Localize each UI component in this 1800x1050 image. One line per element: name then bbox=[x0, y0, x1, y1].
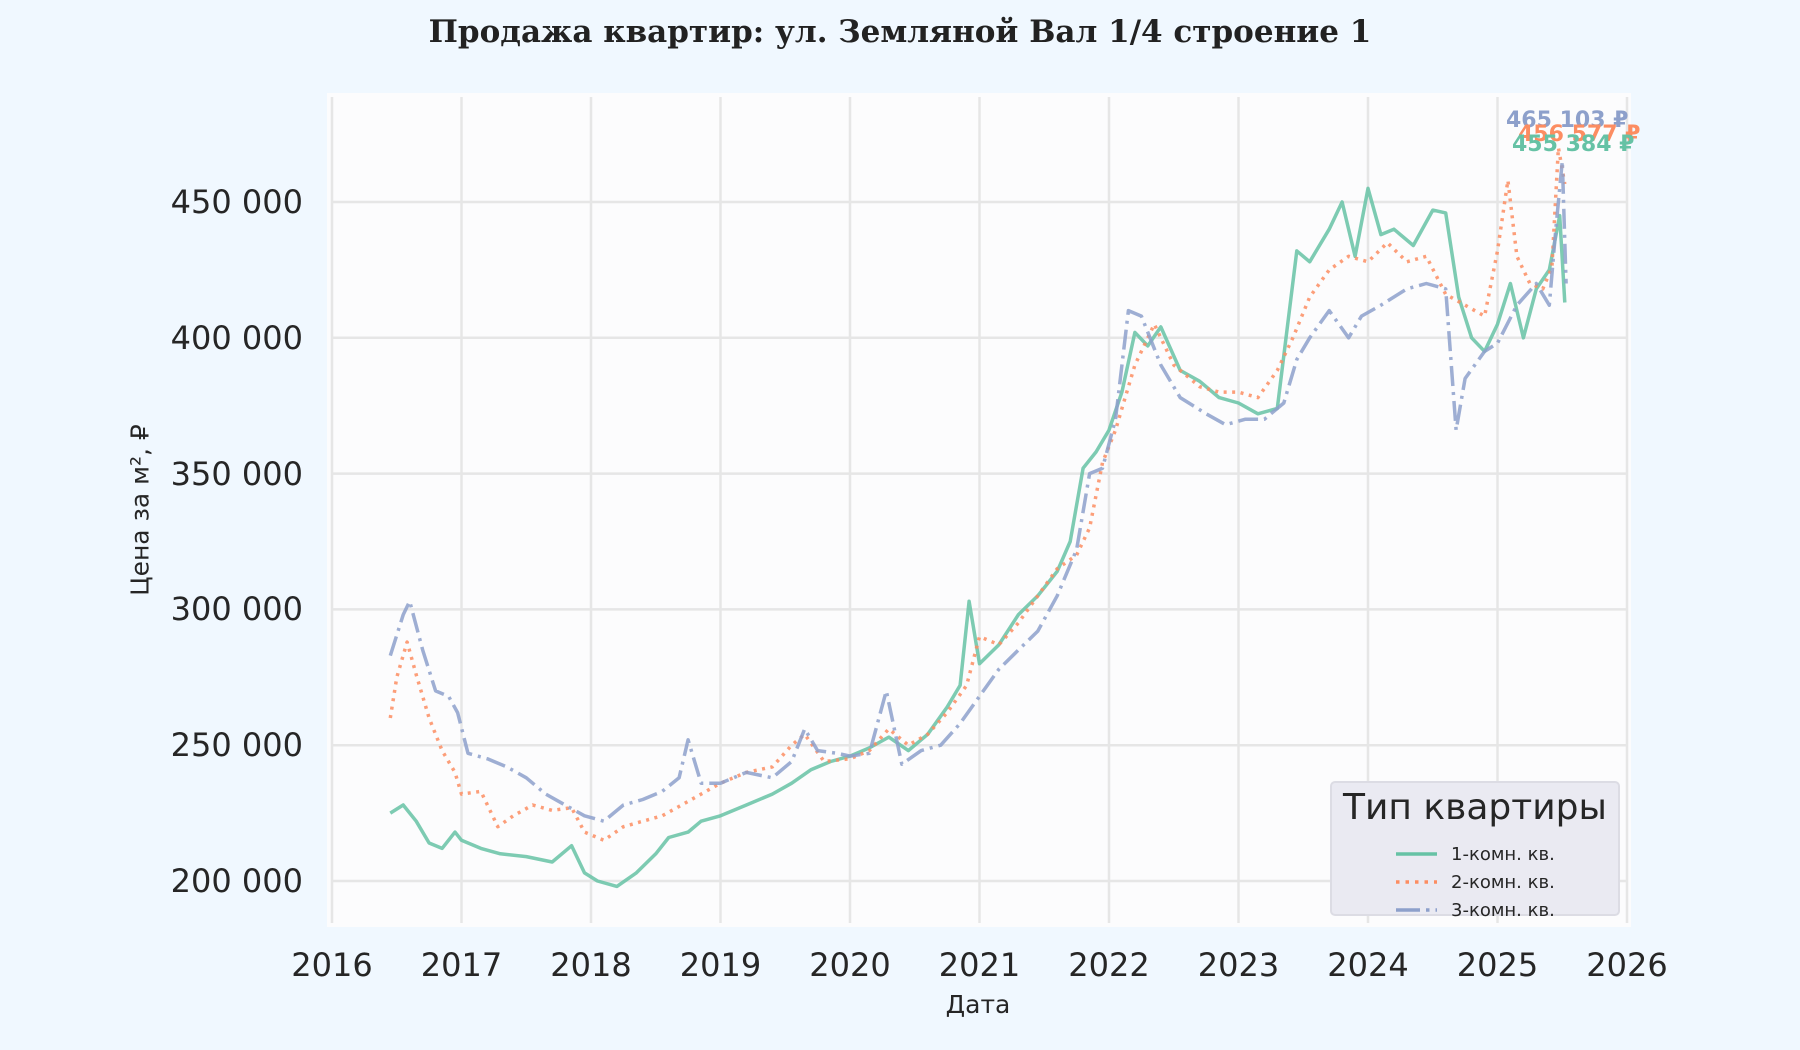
y-tick-label: 300 000 bbox=[170, 590, 303, 629]
data-series bbox=[388, 145, 1568, 889]
legend-title: Тип квартиры bbox=[1343, 787, 1607, 828]
end-label-1-room: 455 384 ₽ bbox=[1512, 132, 1635, 157]
dashdot-line-swatch-icon bbox=[1396, 908, 1437, 912]
dotted-line-swatch-icon bbox=[1396, 880, 1437, 884]
legend-item-3-room: 3-комн. кв. bbox=[1394, 897, 1555, 923]
end-label-3-room: 465 103 ₽ bbox=[1506, 108, 1629, 133]
series-line bbox=[388, 145, 1567, 843]
x-tick-label: 2023 bbox=[1197, 946, 1280, 984]
x-tick-label: 2021 bbox=[938, 946, 1021, 984]
series-line bbox=[388, 159, 1568, 823]
x-tick-label: 2019 bbox=[679, 946, 762, 984]
x-tick-label: 2026 bbox=[1586, 946, 1668, 984]
y-axis-label: Цена за м², ₽ bbox=[125, 424, 155, 596]
legend-label: 2-комн. кв. bbox=[1451, 871, 1555, 893]
legend-item-1-room: 1-комн. кв. bbox=[1394, 841, 1555, 867]
y-tick-label: 450 000 bbox=[170, 183, 303, 221]
y-tick-label: 200 000 bbox=[170, 862, 303, 900]
x-tick-label: 2017 bbox=[420, 946, 503, 984]
x-tick-label: 2018 bbox=[550, 946, 632, 984]
end-label-2-room: 456 577 ₽ bbox=[1518, 122, 1641, 147]
legend-label: 1-комн. кв. bbox=[1451, 843, 1555, 865]
x-tick-label: 2024 bbox=[1327, 946, 1409, 984]
x-tick-label: 2022 bbox=[1068, 946, 1150, 984]
legend-label: 3-комн. кв. bbox=[1451, 899, 1555, 921]
legend-item-2-room: 2-комн. кв. bbox=[1394, 869, 1555, 895]
y-tick-label: 250 000 bbox=[170, 726, 303, 765]
legend: Тип квартиры 1-комн. кв. 2-комн. кв. 3-к… bbox=[1330, 781, 1620, 921]
x-tick-label: 2020 bbox=[809, 946, 891, 984]
x-tick-label: 2016 bbox=[291, 946, 373, 984]
y-tick-label: 350 000 bbox=[170, 454, 303, 493]
x-axis-label: Дата bbox=[945, 990, 1011, 1019]
y-tick-label: 400 000 bbox=[170, 318, 303, 357]
grid-lines bbox=[330, 97, 1629, 923]
solid-line-swatch-icon bbox=[1396, 852, 1437, 856]
x-tick-label: 2025 bbox=[1456, 946, 1539, 984]
chart-title: Продажа квартир: ул. Земляной Вал 1/4 ст… bbox=[428, 14, 1372, 50]
